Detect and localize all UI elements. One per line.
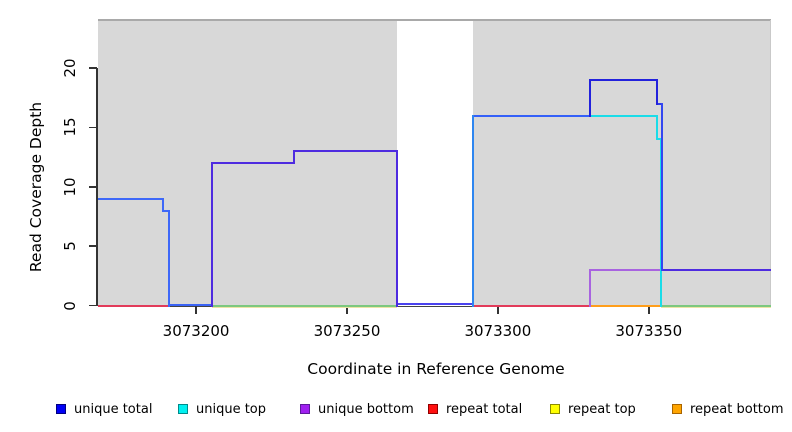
x-tick bbox=[648, 306, 650, 314]
coverage-line-riser bbox=[659, 138, 662, 307]
y-axis-title: Read Coverage Depth bbox=[27, 101, 45, 273]
legend-label: unique bottom bbox=[318, 401, 414, 417]
zero-line-segment bbox=[168, 303, 213, 306]
legend-item-unique-total: unique total bbox=[56, 401, 152, 417]
coverage-line-segment bbox=[657, 138, 661, 141]
legend-label: repeat top bbox=[568, 401, 636, 417]
legend-label: repeat bottom bbox=[690, 401, 784, 417]
coverage-line-segment bbox=[657, 102, 662, 105]
x-tick-label: 3073200 bbox=[162, 322, 230, 340]
coverage-line-segment bbox=[661, 268, 771, 271]
coverage-line-segment bbox=[162, 209, 169, 212]
legend-swatch-icon bbox=[550, 404, 560, 414]
coverage-line-riser bbox=[589, 78, 592, 117]
x-tick-label: 3073350 bbox=[615, 322, 683, 340]
coverage-line-riser bbox=[472, 114, 475, 307]
zero-line-segment bbox=[397, 303, 474, 305]
legend-swatch-icon bbox=[300, 404, 310, 414]
coverage-line-riser bbox=[211, 162, 214, 307]
y-tick-label: 20 bbox=[61, 58, 79, 78]
y-tick-label: 5 bbox=[61, 241, 79, 251]
x-tick bbox=[497, 306, 499, 314]
zero-line-segment bbox=[590, 304, 661, 307]
coverage-line-segment bbox=[590, 268, 662, 271]
zero-line-segment bbox=[212, 304, 398, 307]
legend-swatch-icon bbox=[56, 404, 66, 414]
coverage-line-riser bbox=[660, 102, 663, 271]
x-tick-label: 3073250 bbox=[313, 322, 381, 340]
legend-item-repeat-top: repeat top bbox=[550, 401, 636, 417]
x-axis-line bbox=[98, 305, 771, 307]
coverage-line-segment bbox=[98, 197, 163, 200]
coverage-line-segment bbox=[473, 114, 591, 117]
y-tick-label: 0 bbox=[61, 300, 79, 311]
coverage-line-segment bbox=[293, 150, 398, 153]
y-tick bbox=[89, 67, 97, 69]
y-tick bbox=[89, 186, 97, 188]
legend-label: unique top bbox=[196, 401, 267, 417]
repeat-gap-band bbox=[397, 19, 474, 306]
legend-item-unique-top: unique top bbox=[178, 401, 266, 417]
legend-swatch-icon bbox=[428, 404, 438, 414]
x-tick-label: 3073300 bbox=[464, 322, 532, 340]
legend-item-unique-bottom: unique bottom bbox=[300, 401, 414, 417]
x-tick bbox=[346, 306, 348, 314]
y-tick bbox=[89, 126, 97, 129]
zero-line-segment bbox=[473, 304, 591, 307]
coverage-line-riser bbox=[292, 150, 295, 164]
zero-line-segment bbox=[660, 304, 771, 307]
zero-line-underline bbox=[660, 306, 771, 308]
coverage-line-riser bbox=[396, 150, 399, 307]
plot-right-border bbox=[770, 19, 771, 306]
x-axis-title: Coordinate in Reference Genome bbox=[307, 360, 565, 378]
coverage-line-segment bbox=[212, 162, 294, 164]
legend-item-repeat-bottom: repeat bottom bbox=[672, 401, 784, 417]
coverage-line-riser bbox=[589, 268, 592, 307]
legend-swatch-icon bbox=[672, 404, 682, 414]
x-tick bbox=[195, 306, 197, 314]
legend-swatch-icon bbox=[178, 404, 188, 414]
legend-label: unique total bbox=[74, 401, 153, 417]
coverage-line-riser bbox=[656, 78, 659, 105]
zero-line-underline bbox=[212, 306, 398, 308]
legend-item-repeat-total: repeat total bbox=[428, 401, 522, 417]
zero-line-segment bbox=[98, 304, 169, 307]
y-tick-label: 15 bbox=[61, 117, 79, 137]
coverage-line-riser bbox=[167, 209, 170, 307]
plot-top-border bbox=[98, 19, 771, 21]
y-tick bbox=[89, 304, 97, 307]
coverage-line-riser bbox=[656, 114, 659, 141]
legend-label: repeat total bbox=[446, 401, 523, 417]
y-tick-label: 10 bbox=[61, 177, 79, 197]
y-tick bbox=[89, 245, 97, 247]
coverage-line-segment bbox=[590, 78, 658, 81]
coverage-line-riser bbox=[161, 197, 164, 212]
